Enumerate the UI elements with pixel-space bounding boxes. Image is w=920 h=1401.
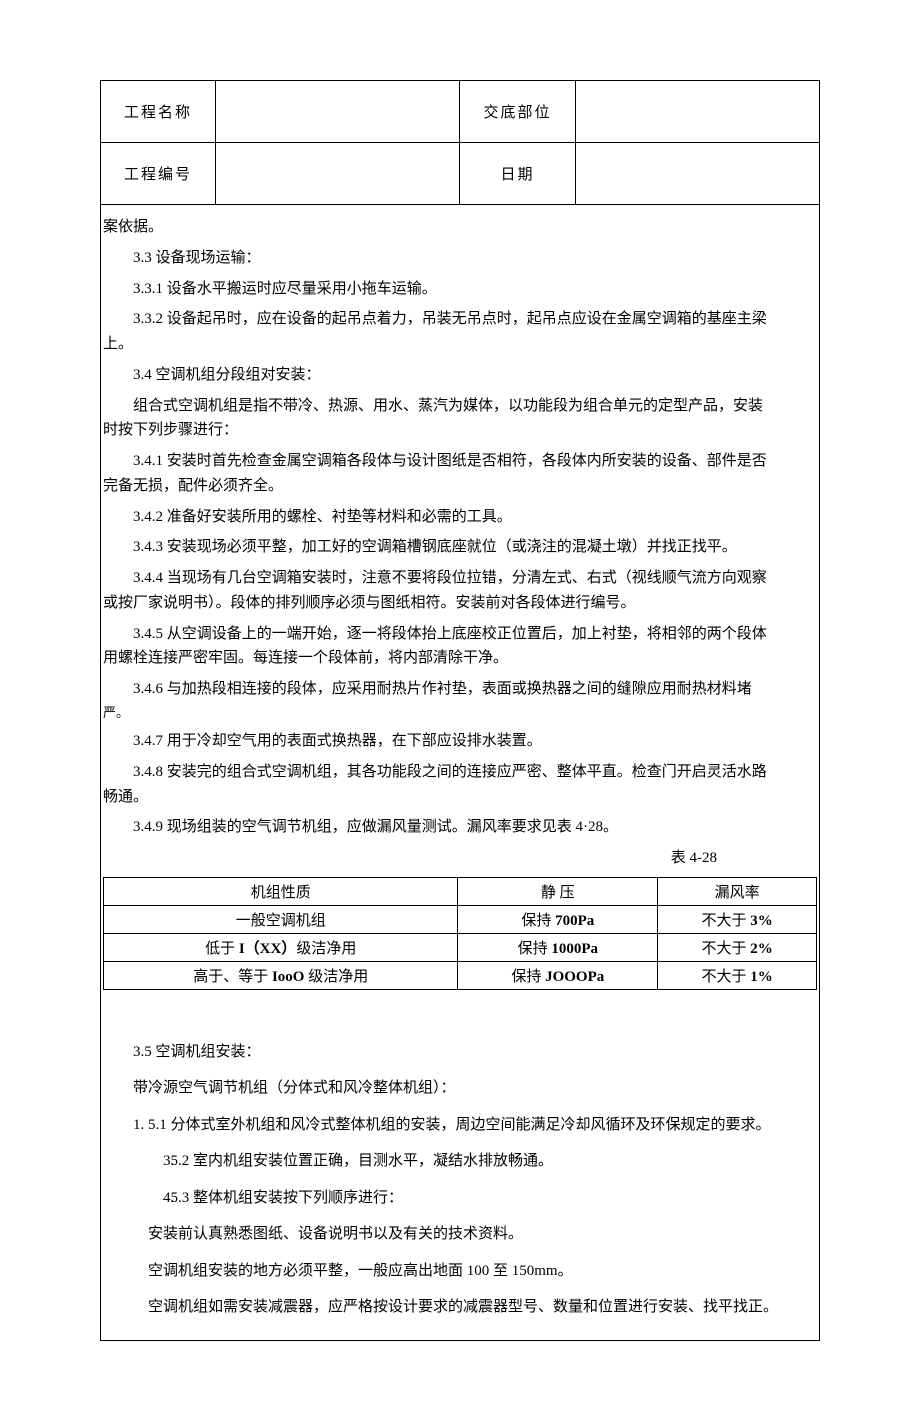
para-3-4-6-cont: 严。 bbox=[103, 702, 817, 723]
th-nature: 机组性质 bbox=[104, 877, 458, 905]
para-3-4-4-cont: 或按厂家说明书）。段体的排列顺序必须与图纸相符。安装前对各段体进行编号。 bbox=[103, 591, 817, 616]
label-date: 日期 bbox=[460, 143, 575, 205]
cell-nature: 低于 I（XX）级洁净用 bbox=[104, 933, 458, 961]
table-row: 低于 I（XX）级洁净用 保持 1000Pa 不大于 2% bbox=[104, 933, 817, 961]
para-3-4-5: 3.4.5 从空调设备上的一端开始，逐一将段体抬上底座校正位置后，加上衬垫，将相… bbox=[103, 622, 817, 647]
para-3-4-intro: 组合式空调机组是指不带冷、热源、用水、蒸汽为媒体，以功能段为组合单元的定型产品，… bbox=[103, 394, 817, 419]
para-3-5-1: 1. 5.1 分体式室外机组和风冷式整体机组的安装，周边空间能满足冷却风循环及环… bbox=[103, 1111, 817, 1140]
table-4-28-caption: 表 4-28 bbox=[103, 846, 817, 871]
para-3-4: 3.4 空调机组分段组对安装： bbox=[103, 363, 817, 388]
cell-pressure: 保持 JOOOPa bbox=[458, 961, 658, 989]
para-3-5: 3.5 空调机组安装： bbox=[103, 1038, 817, 1067]
header-row-2: 工程编号 日期 bbox=[101, 143, 820, 205]
cell-leak: 不大于 3% bbox=[658, 905, 817, 933]
para-3-5-2: 3.5.2 室内机组安装位置正确，目测水平，凝结水排放畅通。 bbox=[103, 1147, 817, 1176]
table-4-28: 机组性质 静 压 漏风率 一般空调机组 保持 700Pa 不大于 3% 低于 I… bbox=[103, 877, 817, 990]
para-3-4-6: 3.4.6 与加热段相连接的段体，应采用耐热片作衬垫，表面或换热器之间的缝隙应用… bbox=[103, 677, 817, 702]
table-header-row: 机组性质 静 压 漏风率 bbox=[104, 877, 817, 905]
list-number: 3. bbox=[133, 1147, 171, 1176]
label-disclosure-part: 交底部位 bbox=[460, 81, 575, 143]
th-leak-rate: 漏风率 bbox=[658, 877, 817, 905]
para-3-3-2: 3.3.2 设备起吊时，应在设备的起吊点着力，吊装无吊点时，起吊点应设在金属空调… bbox=[103, 307, 817, 332]
para-3-5-desc: 带冷源空气调节机组（分体式和风冷整体机组）： bbox=[103, 1074, 817, 1103]
para-sub-3: 空调机组如需安装减震器，应严格按设计要求的减震器型号、数量和位置进行安装、找平找… bbox=[103, 1293, 817, 1322]
list-text: 5.3 整体机组安装按下列顺序进行： bbox=[171, 1190, 404, 1206]
para-sub-1: 安装前认真熟悉图纸、设备说明书以及有关的技术资料。 bbox=[103, 1220, 817, 1249]
para-3-4-1: 3.4.1 安装时首先检查金属空调箱各段体与设计图纸是否相符，各段体内所安装的设… bbox=[103, 449, 817, 474]
header-row-1: 工程名称 交底部位 bbox=[101, 81, 820, 143]
para-3-4-9: 3.4.9 现场组装的空气调节机组，应做漏风量测试。漏风率要求见表 4·28。 bbox=[103, 815, 817, 840]
label-project-name: 工程名称 bbox=[101, 81, 216, 143]
para-3-5-3: 4.5.3 整体机组安装按下列顺序进行： bbox=[103, 1184, 817, 1213]
para-continuation: 案依据。 bbox=[103, 215, 817, 240]
para-3-3-2-cont: 上。 bbox=[103, 332, 817, 357]
value-date bbox=[575, 143, 819, 205]
para-3-3: 3.3 设备现场运输： bbox=[103, 246, 817, 271]
value-project-name bbox=[216, 81, 460, 143]
cell-leak: 不大于 1% bbox=[658, 961, 817, 989]
para-3-4-5-cont: 用螺栓连接严密牢固。每连接一个段体前，将内部清除干净。 bbox=[103, 646, 817, 671]
cell-pressure: 保持 1000Pa bbox=[458, 933, 658, 961]
para-sub-2: 空调机组安装的地方必须平整，一般应高出地面 100 至 150mm。 bbox=[103, 1257, 817, 1286]
para-3-4-1-cont: 完备无损，配件必须齐全。 bbox=[103, 474, 817, 499]
para-3-4-8-cont: 畅通。 bbox=[103, 785, 817, 810]
para-3-4-7: 3.4.7 用于冷却空气用的表面式换热器，在下部应设排水装置。 bbox=[103, 729, 817, 754]
para-3-4-2: 3.4.2 准备好安装所用的螺栓、衬垫等材料和必需的工具。 bbox=[103, 505, 817, 530]
table-row: 高于、等于 IooO 级洁净用 保持 JOOOPa 不大于 1% bbox=[104, 961, 817, 989]
list-number: 4. bbox=[133, 1184, 171, 1213]
para-3-4-intro-cont: 时按下列步骤进行： bbox=[103, 418, 817, 443]
content-box: 案依据。 3.3 设备现场运输： 3.3.1 设备水平搬运时应尽量采用小拖车运输… bbox=[100, 205, 820, 1341]
spacer bbox=[103, 1000, 817, 1030]
value-disclosure-part bbox=[575, 81, 819, 143]
list-text: 5.2 室内机组安装位置正确，目测水平，凝结水排放畅通。 bbox=[171, 1153, 554, 1169]
value-project-no bbox=[216, 143, 460, 205]
table-row: 一般空调机组 保持 700Pa 不大于 3% bbox=[104, 905, 817, 933]
cell-nature: 一般空调机组 bbox=[104, 905, 458, 933]
para-3-4-3: 3.4.3 安装现场必须平整，加工好的空调箱槽钢底座就位（或浇注的混凝土墩）并找… bbox=[103, 535, 817, 560]
para-3-3-1: 3.3.1 设备水平搬运时应尽量采用小拖车运输。 bbox=[103, 277, 817, 302]
th-static-pressure: 静 压 bbox=[458, 877, 658, 905]
section-3-5: 3.5 空调机组安装： 带冷源空气调节机组（分体式和风冷整体机组）： 1. 5.… bbox=[103, 1038, 817, 1322]
document-page: 工程名称 交底部位 工程编号 日期 案依据。 3.3 设备现场运输： 3.3.1… bbox=[0, 0, 920, 1401]
para-3-4-8: 3.4.8 安装完的组合式空调机组，其各功能段之间的连接应严密、整体平直。检查门… bbox=[103, 760, 817, 785]
para-3-4-4: 3.4.4 当现场有几台空调箱安装时，注意不要将段位拉错，分清左式、右式（视线顺… bbox=[103, 566, 817, 591]
header-table: 工程名称 交底部位 工程编号 日期 bbox=[100, 80, 820, 205]
cell-pressure: 保持 700Pa bbox=[458, 905, 658, 933]
cell-leak: 不大于 2% bbox=[658, 933, 817, 961]
label-project-no: 工程编号 bbox=[101, 143, 216, 205]
cell-nature: 高于、等于 IooO 级洁净用 bbox=[104, 961, 458, 989]
